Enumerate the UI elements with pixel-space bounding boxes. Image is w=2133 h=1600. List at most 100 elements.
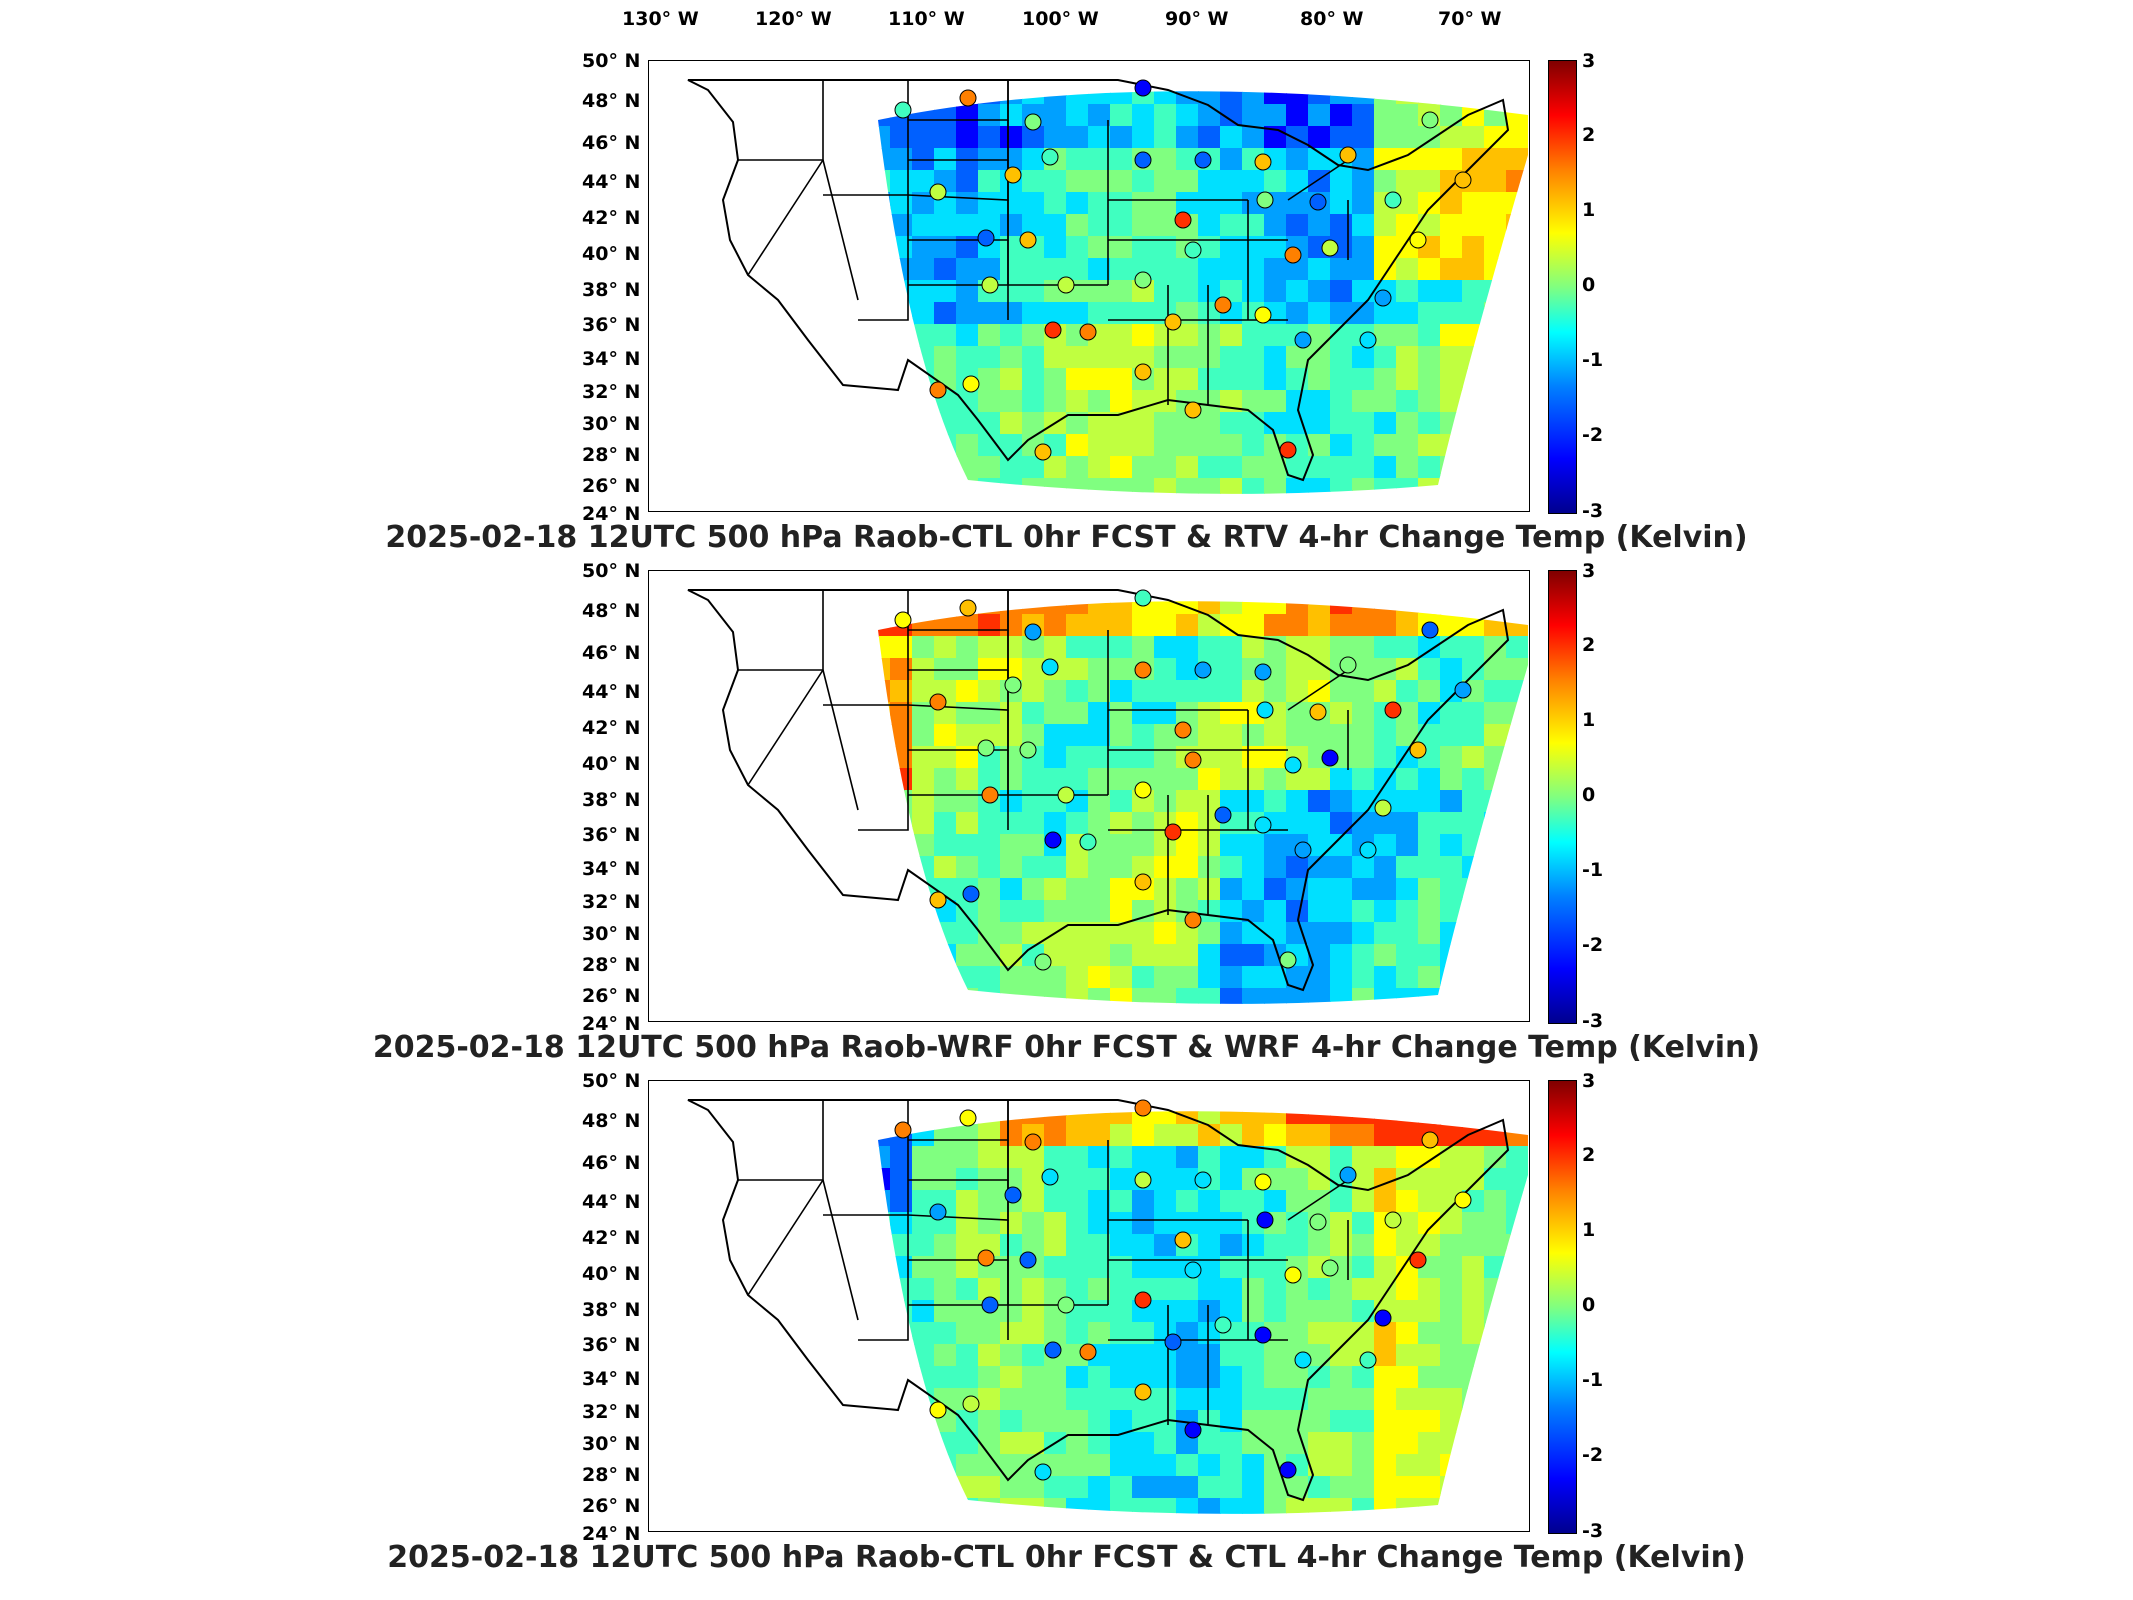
raob-station-marker: [1214, 1316, 1232, 1334]
raob-station-marker: [1359, 1351, 1377, 1369]
raob-station-marker: [1004, 166, 1022, 184]
colorbar: [1548, 60, 1577, 514]
colorbar-tick-label: -2: [1582, 1444, 1604, 1466]
raob-station-marker: [1384, 701, 1402, 719]
map-panel: 50° N 48° N 46° N 44° N 42° N 40° N 38° N 36° N…: [0, 560, 2133, 1085]
raob-station-marker: [962, 1395, 980, 1413]
raob-station-marker: [1184, 1261, 1202, 1279]
raob-station-marker: [1256, 701, 1274, 719]
state-border: [858, 1215, 909, 1341]
lat-label: 34° N: [582, 858, 641, 880]
raob-station-marker: [1374, 289, 1392, 307]
raob-station-marker: [981, 276, 999, 294]
raob-station-marker: [1134, 661, 1152, 679]
raob-station-marker: [1041, 658, 1059, 676]
colorbar: [1548, 1080, 1577, 1534]
state-border: [1287, 1179, 1349, 1221]
lat-label: 42° N: [582, 1227, 641, 1249]
lat-label: 38° N: [582, 279, 641, 301]
raob-station-marker: [977, 229, 995, 247]
raob-station-marker: [1184, 401, 1202, 419]
raob-station-marker: [1134, 1383, 1152, 1401]
raob-station-marker: [1134, 1171, 1152, 1189]
raob-station-marker: [962, 375, 980, 393]
panel-caption: 2025-02-18 12UTC 500 hPa Raob-CTL 0hr FC…: [385, 520, 1748, 555]
raob-station-marker: [1044, 321, 1062, 339]
lat-label: 44° N: [582, 681, 641, 703]
raob-station-marker: [929, 381, 947, 399]
raob-station-marker: [1254, 816, 1272, 834]
raob-station-marker: [1194, 1171, 1212, 1189]
lat-label: 38° N: [582, 789, 641, 811]
lat-label: 48° N: [582, 600, 641, 622]
raob-station-marker: [894, 611, 912, 629]
colorbar-tick-label: 1: [1582, 199, 1596, 221]
raob-station-marker: [1134, 271, 1152, 289]
lat-label: 50° N: [582, 50, 641, 72]
raob-station-marker: [1164, 1333, 1182, 1351]
raob-station-marker: [1004, 676, 1022, 694]
raob-station-marker: [1359, 841, 1377, 859]
raob-station-marker: [1409, 1251, 1427, 1269]
map-panel: 50° N 48° N 46° N 44° N 42° N 40° N 38° N 36° N…: [0, 1070, 2133, 1595]
lat-label: 34° N: [582, 348, 641, 370]
colorbar-tick-label: 3: [1582, 560, 1596, 582]
raob-station-marker: [929, 693, 947, 711]
raob-station-marker: [1019, 1251, 1037, 1269]
coastline-outline: [687, 589, 1510, 992]
colorbar-tick-label: 3: [1582, 50, 1596, 72]
lat-label: 32° N: [582, 891, 641, 913]
state-border: [823, 589, 909, 706]
lat-label: 24° N: [582, 1523, 641, 1545]
raob-station-marker: [962, 885, 980, 903]
raob-station-marker: [1079, 1343, 1097, 1361]
lat-label: 40° N: [582, 753, 641, 775]
panel-caption: 2025-02-18 12UTC 500 hPa Raob-WRF 0hr FC…: [372, 1030, 1761, 1065]
colorbar-tick-label: 0: [1582, 274, 1596, 296]
lat-label: 50° N: [582, 560, 641, 582]
raob-station-marker: [1294, 1351, 1312, 1369]
lat-label: 30° N: [582, 923, 641, 945]
raob-station-marker: [1079, 323, 1097, 341]
lat-label: 36° N: [582, 314, 641, 336]
raob-station-marker: [1254, 663, 1272, 681]
lon-label: 80° W: [1300, 8, 1364, 30]
raob-station-marker: [1321, 1259, 1339, 1277]
colorbar-tick-label: -3: [1582, 1520, 1604, 1542]
lat-label: 26° N: [582, 475, 641, 497]
raob-station-marker: [1041, 148, 1059, 166]
raob-station-marker: [1409, 741, 1427, 759]
lat-label: 46° N: [582, 1152, 641, 1174]
raob-station-marker: [1079, 833, 1097, 851]
coastline-outline: [687, 1099, 1510, 1502]
lat-label: 30° N: [582, 413, 641, 435]
state-border: [822, 159, 859, 301]
lat-label: 34° N: [582, 1368, 641, 1390]
raob-station-marker: [1279, 951, 1297, 969]
raob-station-marker: [1339, 656, 1357, 674]
colorbar-tick-label: 0: [1582, 784, 1596, 806]
colorbar-tick-label: 1: [1582, 1219, 1596, 1241]
lat-label: 40° N: [582, 1263, 641, 1285]
state-border: [822, 669, 859, 811]
lat-label: 36° N: [582, 1334, 641, 1356]
raob-station-marker: [1321, 749, 1339, 767]
lon-label: 110° W: [888, 8, 965, 30]
state-border: [822, 1179, 859, 1321]
raob-station-marker: [1284, 246, 1302, 264]
raob-station-marker: [1057, 276, 1075, 294]
colorbar-tick-label: -1: [1582, 349, 1604, 371]
raob-station-marker: [1279, 1461, 1297, 1479]
lat-label: 44° N: [582, 1191, 641, 1213]
state-border: [858, 195, 909, 321]
colorbar-tick-label: -2: [1582, 934, 1604, 956]
raob-station-marker: [1339, 1166, 1357, 1184]
raob-station-marker: [1134, 1099, 1152, 1117]
state-border: [823, 1099, 909, 1216]
colorbar-tick-label: -1: [1582, 859, 1604, 881]
raob-station-marker: [1164, 823, 1182, 841]
raob-station-marker: [977, 739, 995, 757]
state-border: [1287, 669, 1349, 711]
raob-station-marker: [1134, 363, 1152, 381]
state-border: [747, 159, 824, 276]
